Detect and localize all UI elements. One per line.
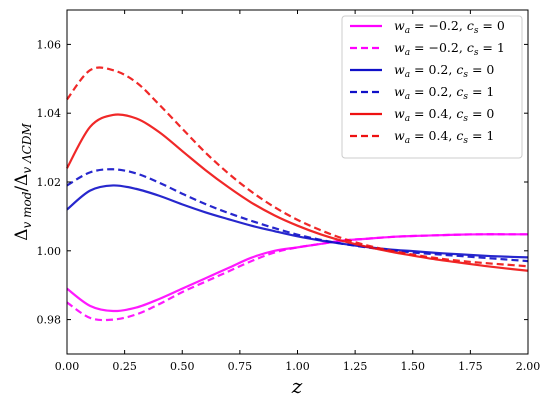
legend-label-part-5-4: s xyxy=(463,136,468,146)
y-label-slash-delta: /Δ xyxy=(12,174,32,192)
legend-label-part-3-2: = 0.2, xyxy=(410,84,456,99)
y-tick-label-2: 1.02 xyxy=(37,176,62,189)
legend-label-2: wa = 0.2, cs = 0 xyxy=(394,62,494,80)
series-line-2 xyxy=(66,184,529,259)
ticks-layer: 0.00 0.25 0.50 0.75 1.00 1.25 1.50 1.75 2.00 0.98… xyxy=(37,10,541,373)
legend-label-part-4-4: s xyxy=(463,114,468,124)
legend-label-part-1-5: = 1 xyxy=(478,40,504,55)
legend-label-5: wa = 0.4, cs = 1 xyxy=(394,128,494,146)
legend-label-part-3-0: w xyxy=(394,84,405,99)
legend-label-part-3-3: c xyxy=(456,84,463,99)
legend-label-part-5-1: a xyxy=(405,136,410,146)
legend-label-part-5-3: c xyxy=(456,128,463,143)
legend-label-part-2-2: = 0.2, xyxy=(410,62,456,77)
y-tick-label-3: 1.04 xyxy=(37,107,62,120)
y-tick-label-4: 1.06 xyxy=(37,38,62,51)
legend-label-part-4-2: = 0.4, xyxy=(410,106,456,121)
svg-text:Δv mod/Δv ΛCDM: Δv mod/Δv ΛCDM xyxy=(12,123,34,241)
legend-label-part-0-0: w xyxy=(394,18,405,33)
legend-label-part-1-1: a xyxy=(405,48,410,58)
legend-label-part-2-3: c xyxy=(456,62,463,77)
legend: wa = −0.2, cs = 0wa = −0.2, cs = 1wa = 0… xyxy=(341,15,523,159)
y-label-sub-mod: v mod xyxy=(20,191,34,228)
legend-label-part-0-5: = 0 xyxy=(478,18,504,33)
legend-label-0: wa = −0.2, cs = 0 xyxy=(394,18,505,36)
series-line-1 xyxy=(66,233,528,322)
legend-box xyxy=(341,15,523,159)
series-line-4 xyxy=(66,113,529,272)
series-line-3 xyxy=(66,168,529,263)
x-axis-label: z xyxy=(291,374,303,398)
y-label-sub-lcdm: v ΛCDM xyxy=(20,123,34,174)
x-tick-label-8: 2.00 xyxy=(516,360,541,373)
legend-label-part-1-3: c xyxy=(467,40,474,55)
x-tick-label-2: 0.50 xyxy=(170,360,195,373)
legend-label-part-1-0: w xyxy=(394,40,405,55)
x-tick-label-5: 1.25 xyxy=(343,360,368,373)
y-axis-label: Δv mod/Δv ΛCDM xyxy=(12,123,34,241)
legend-label-part-2-0: w xyxy=(394,62,405,77)
series-line-0 xyxy=(66,233,528,313)
x-tick-label-6: 1.50 xyxy=(401,360,426,373)
legend-label-part-2-4: s xyxy=(463,70,468,80)
legend-label-part-5-5: = 1 xyxy=(468,128,494,143)
legend-label-part-2-5: = 0 xyxy=(468,62,494,77)
legend-label-part-3-1: a xyxy=(405,92,410,102)
legend-label-4: wa = 0.4, cs = 0 xyxy=(394,106,494,124)
legend-items: wa = −0.2, cs = 0wa = −0.2, cs = 1wa = 0… xyxy=(350,18,505,146)
series-layer xyxy=(66,66,529,322)
legend-label-part-4-5: = 0 xyxy=(468,106,494,121)
legend-label-part-5-2: = 0.4, xyxy=(410,128,456,143)
legend-label-part-2-1: a xyxy=(405,70,410,80)
x-tick-label-7: 1.75 xyxy=(458,360,483,373)
y-label-delta: Δ xyxy=(12,228,32,240)
x-tick-label-1: 0.25 xyxy=(112,360,137,373)
legend-label-part-0-4: s xyxy=(474,26,479,36)
legend-label-part-1-2: = −0.2, xyxy=(410,40,467,55)
legend-label-part-4-3: c xyxy=(456,106,463,121)
legend-label-part-3-4: s xyxy=(463,92,468,102)
legend-label-3: wa = 0.2, cs = 1 xyxy=(394,84,494,102)
legend-label-part-5-0: w xyxy=(394,128,405,143)
legend-label-part-0-3: c xyxy=(467,18,474,33)
x-tick-label-0: 0.00 xyxy=(55,360,80,373)
legend-label-part-4-0: w xyxy=(394,106,405,121)
legend-label-part-1-4: s xyxy=(474,48,479,58)
x-tick-label-3: 0.75 xyxy=(228,360,253,373)
y-tick-label-1: 1.00 xyxy=(37,245,62,258)
y-tick-label-0: 0.98 xyxy=(37,314,62,327)
series-line-5 xyxy=(66,66,529,268)
legend-label-part-4-1: a xyxy=(405,114,410,124)
legend-label-part-3-5: = 1 xyxy=(468,84,494,99)
legend-label-part-0-2: = −0.2, xyxy=(410,18,467,33)
x-tick-label-4: 1.00 xyxy=(285,360,310,373)
legend-label-part-0-1: a xyxy=(405,26,410,36)
legend-label-1: wa = −0.2, cs = 1 xyxy=(394,40,505,58)
